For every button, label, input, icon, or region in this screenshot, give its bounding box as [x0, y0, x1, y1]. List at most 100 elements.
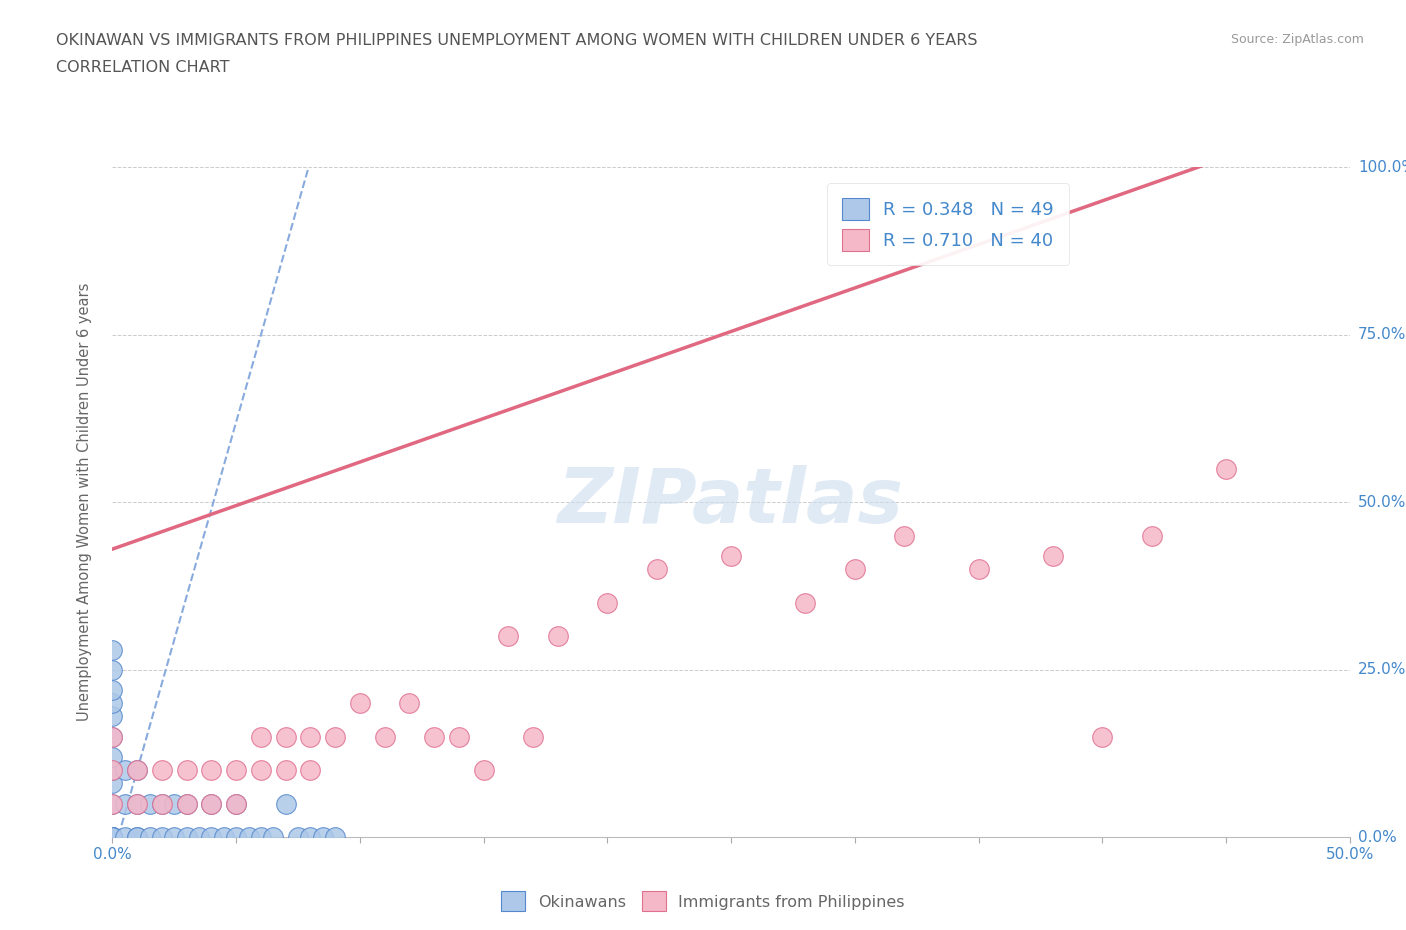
- Point: [299, 729, 322, 744]
- Point: [127, 796, 149, 811]
- Text: OKINAWAN VS IMMIGRANTS FROM PHILIPPINES UNEMPLOYMENT AMONG WOMEN WITH CHILDREN U: OKINAWAN VS IMMIGRANTS FROM PHILIPPINES …: [56, 33, 977, 47]
- Point: [101, 830, 124, 844]
- Point: [101, 830, 124, 844]
- Point: [101, 830, 124, 844]
- Point: [101, 642, 124, 657]
- Point: [200, 763, 222, 777]
- Point: [349, 696, 371, 711]
- Point: [127, 830, 149, 844]
- Point: [127, 763, 149, 777]
- Point: [101, 729, 124, 744]
- Point: [323, 729, 346, 744]
- Point: [101, 683, 124, 698]
- Point: [114, 763, 136, 777]
- Point: [101, 830, 124, 844]
- Point: [250, 763, 273, 777]
- Point: [312, 830, 335, 844]
- Point: [101, 830, 124, 844]
- Y-axis label: Unemployment Among Women with Children Under 6 years: Unemployment Among Women with Children U…: [77, 283, 91, 722]
- Point: [1140, 528, 1163, 543]
- Point: [323, 830, 346, 844]
- Point: [101, 750, 124, 764]
- Point: [212, 830, 235, 844]
- Point: [274, 763, 297, 777]
- Point: [1215, 461, 1237, 476]
- Point: [188, 830, 211, 844]
- Point: [150, 796, 173, 811]
- Point: [114, 796, 136, 811]
- Point: [250, 729, 273, 744]
- Point: [1091, 729, 1114, 744]
- Point: [101, 696, 124, 711]
- Legend: Okinawans, Immigrants from Philippines: Okinawans, Immigrants from Philippines: [495, 885, 911, 917]
- Point: [250, 830, 273, 844]
- Point: [262, 830, 284, 844]
- Text: 50.0%: 50.0%: [1358, 495, 1406, 510]
- Text: Source: ZipAtlas.com: Source: ZipAtlas.com: [1230, 33, 1364, 46]
- Point: [645, 562, 668, 577]
- Point: [101, 830, 124, 844]
- Point: [225, 830, 247, 844]
- Text: ZIPatlas: ZIPatlas: [558, 465, 904, 539]
- Text: CORRELATION CHART: CORRELATION CHART: [56, 60, 229, 75]
- Point: [101, 796, 124, 811]
- Point: [101, 796, 124, 811]
- Point: [287, 830, 309, 844]
- Point: [101, 709, 124, 724]
- Point: [101, 830, 124, 844]
- Point: [299, 763, 322, 777]
- Point: [176, 830, 198, 844]
- Point: [127, 763, 149, 777]
- Point: [200, 830, 222, 844]
- Point: [225, 763, 247, 777]
- Point: [138, 796, 160, 811]
- Point: [893, 528, 915, 543]
- Legend: R = 0.348   N = 49, R = 0.710   N = 40: R = 0.348 N = 49, R = 0.710 N = 40: [828, 183, 1069, 265]
- Text: 100.0%: 100.0%: [1358, 160, 1406, 175]
- Point: [101, 763, 124, 777]
- Point: [1042, 549, 1064, 564]
- Point: [101, 763, 124, 777]
- Point: [423, 729, 446, 744]
- Point: [498, 629, 520, 644]
- Point: [794, 595, 817, 610]
- Point: [720, 549, 742, 564]
- Point: [522, 729, 544, 744]
- Point: [127, 830, 149, 844]
- Point: [101, 776, 124, 790]
- Point: [150, 763, 173, 777]
- Point: [225, 796, 247, 811]
- Point: [967, 562, 990, 577]
- Point: [596, 595, 619, 610]
- Point: [176, 763, 198, 777]
- Text: 0.0%: 0.0%: [1358, 830, 1396, 844]
- Text: 25.0%: 25.0%: [1358, 662, 1406, 677]
- Point: [150, 830, 173, 844]
- Point: [200, 796, 222, 811]
- Point: [238, 830, 260, 844]
- Point: [114, 830, 136, 844]
- Point: [274, 796, 297, 811]
- Point: [274, 729, 297, 744]
- Point: [398, 696, 420, 711]
- Point: [176, 796, 198, 811]
- Point: [138, 830, 160, 844]
- Point: [163, 830, 186, 844]
- Point: [547, 629, 569, 644]
- Point: [299, 830, 322, 844]
- Point: [472, 763, 495, 777]
- Point: [176, 796, 198, 811]
- Point: [101, 830, 124, 844]
- Point: [101, 729, 124, 744]
- Point: [447, 729, 470, 744]
- Text: 75.0%: 75.0%: [1358, 327, 1406, 342]
- Point: [101, 662, 124, 677]
- Point: [163, 796, 186, 811]
- Point: [101, 830, 124, 844]
- Point: [200, 796, 222, 811]
- Point: [127, 796, 149, 811]
- Point: [374, 729, 396, 744]
- Point: [225, 796, 247, 811]
- Point: [844, 562, 866, 577]
- Point: [101, 830, 124, 844]
